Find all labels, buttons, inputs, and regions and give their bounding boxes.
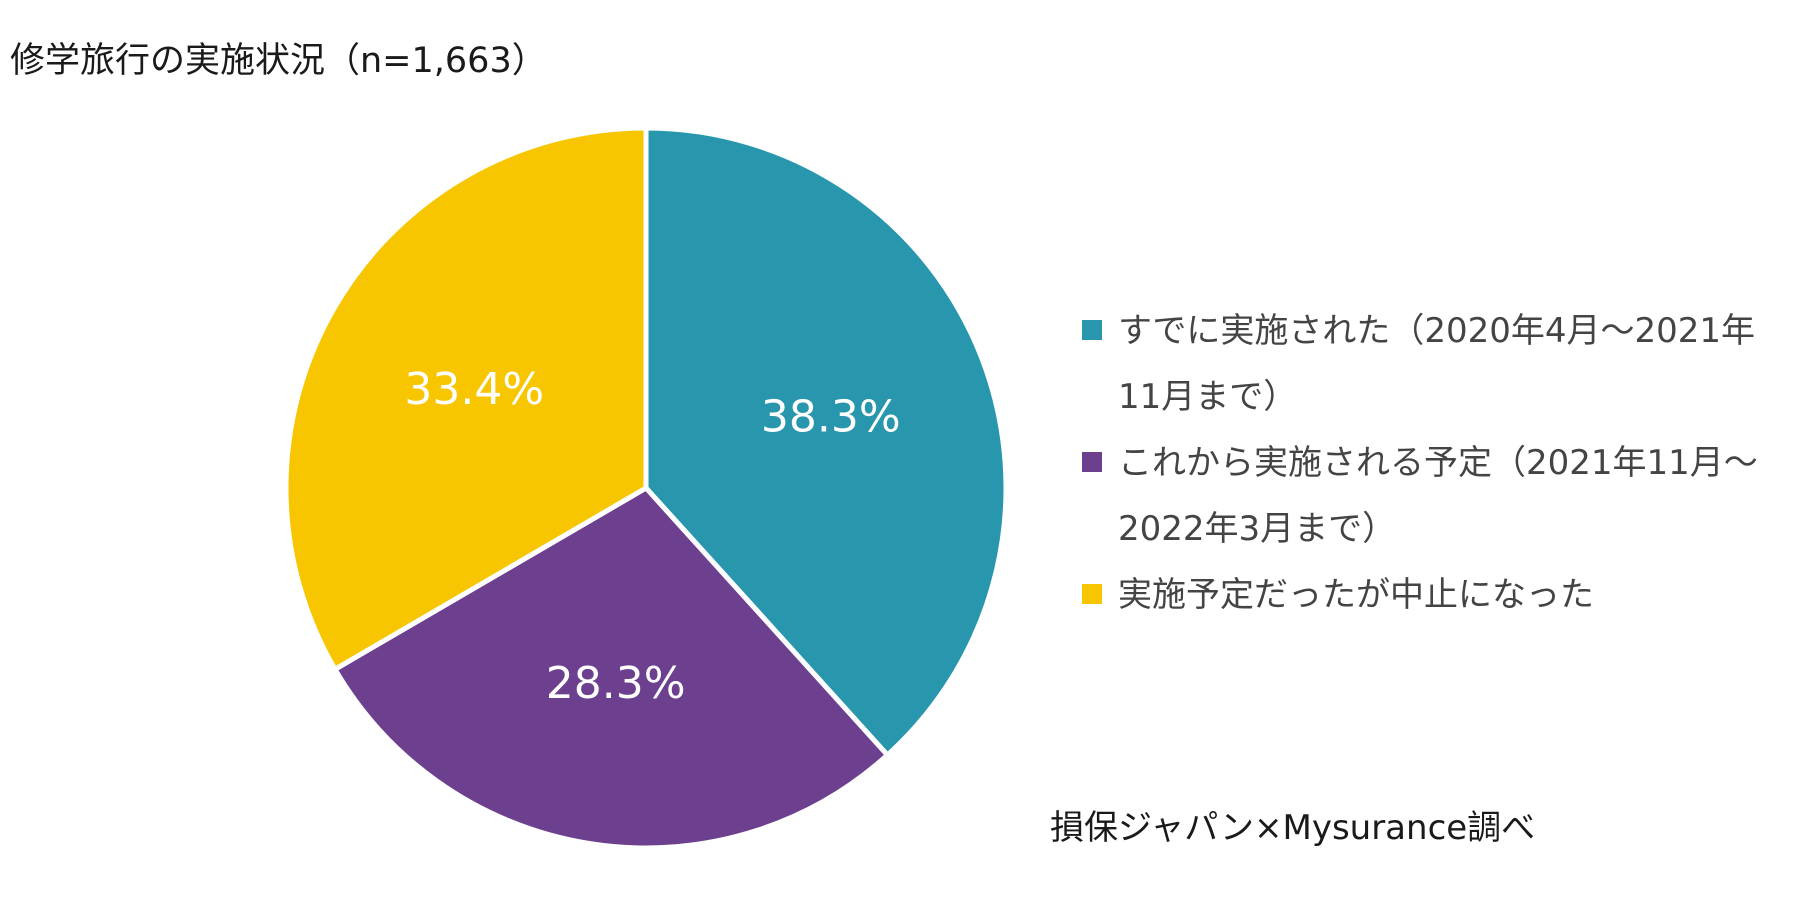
legend-label-planned-line2: 2022年3月まで） bbox=[1118, 509, 1397, 549]
source-note: 損保ジャパン×Mysurance調べ bbox=[1050, 808, 1536, 848]
legend: すでに実施された（2020年4月～2021年 11月まで） これから実施される予… bbox=[1082, 298, 1782, 628]
legend-swatch-planned bbox=[1082, 452, 1102, 472]
legend-label-completed-line2: 11月まで） bbox=[1118, 377, 1298, 417]
legend-item-cancelled: 実施予定だったが中止になった bbox=[1082, 562, 1782, 628]
legend-item-planned: これから実施される予定（2021年11月～ 2022年3月まで） bbox=[1082, 430, 1782, 562]
pie-slice-planned bbox=[332, 485, 890, 851]
pie-label-cancelled: 33.4% bbox=[404, 364, 544, 415]
legend-label-cancelled-line1: 実施予定だったが中止になった bbox=[1118, 575, 1594, 615]
chart-title: 修学旅行の実施状況（n=1,663） bbox=[10, 41, 547, 81]
pie-slice-completed bbox=[643, 125, 1009, 758]
pie-label-planned: 28.3% bbox=[546, 658, 686, 709]
legend-swatch-completed bbox=[1082, 320, 1102, 340]
pie-slice-cancelled bbox=[283, 125, 649, 672]
legend-swatch-cancelled bbox=[1082, 584, 1102, 604]
legend-label-planned-line1: これから実施される予定（2021年11月～ bbox=[1118, 443, 1758, 483]
pie-label-completed: 38.3% bbox=[761, 391, 901, 442]
legend-item-completed: すでに実施された（2020年4月～2021年 11月まで） bbox=[1082, 298, 1782, 430]
legend-label-completed-line1: すでに実施された（2020年4月～2021年 bbox=[1118, 311, 1756, 351]
